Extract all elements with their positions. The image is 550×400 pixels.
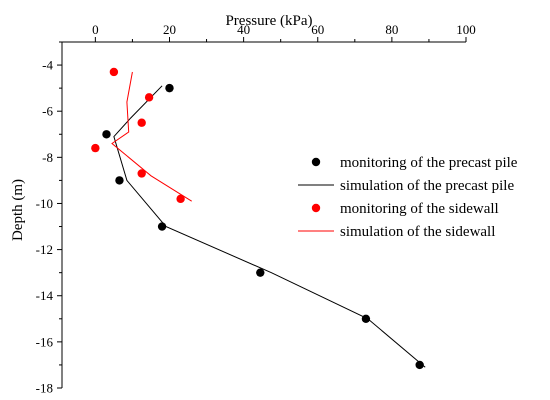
x-tick-label: 80	[385, 22, 398, 37]
data-point	[137, 169, 146, 178]
data-point	[415, 360, 424, 370]
x-tick-label: 40	[237, 22, 250, 37]
series-3	[111, 71, 192, 202]
y-ticks: -4 -6 -8 -10 -12 -14 -16 -18	[36, 41, 62, 396]
y-tick-label: -6	[42, 104, 53, 119]
legend: monitoring of the precast pile simulation…	[298, 155, 518, 240]
y-axis-title: Depth (m)	[10, 179, 26, 241]
data-point	[176, 194, 185, 204]
legend-label: monitoring of the sidewall	[340, 201, 499, 217]
legend-label: simulation of the sidewall	[340, 224, 495, 240]
data-point	[91, 143, 100, 153]
y-tick-label: -10	[36, 196, 53, 211]
y-tick-label: -8	[42, 150, 53, 165]
y-tick-label: -18	[36, 381, 53, 396]
data-point	[115, 176, 124, 185]
y-tick-label: -4	[42, 58, 53, 73]
data-point	[361, 314, 371, 323]
data-point	[102, 130, 111, 139]
y-tick-label: -12	[36, 242, 53, 257]
data-point	[144, 93, 154, 102]
y-tick-label: -16	[36, 334, 54, 349]
data-point	[109, 67, 119, 77]
legend-point-swatch	[311, 203, 321, 213]
x-ticks: 0 20 40 60 80 100	[92, 22, 476, 42]
legend-point-swatch	[311, 157, 321, 167]
data-point	[137, 118, 146, 127]
x-tick-label: 20	[163, 22, 176, 37]
series-layer	[91, 67, 426, 370]
data-point	[256, 268, 265, 277]
data-point	[165, 83, 174, 93]
x-tick-label: 60	[311, 22, 324, 37]
legend-label: simulation of the precast pile	[340, 178, 514, 194]
axes	[61, 41, 466, 388]
x-tick-label: 0	[92, 22, 99, 37]
data-point	[157, 222, 167, 231]
series-0	[102, 83, 424, 370]
y-tick-label: -14	[36, 288, 54, 303]
series-line	[111, 71, 192, 202]
x-axis-title: Pressure (kPa)	[225, 13, 312, 29]
legend-label: monitoring of the precast pile	[340, 155, 518, 171]
series-2	[91, 67, 185, 204]
x-tick-label: 100	[456, 22, 476, 37]
